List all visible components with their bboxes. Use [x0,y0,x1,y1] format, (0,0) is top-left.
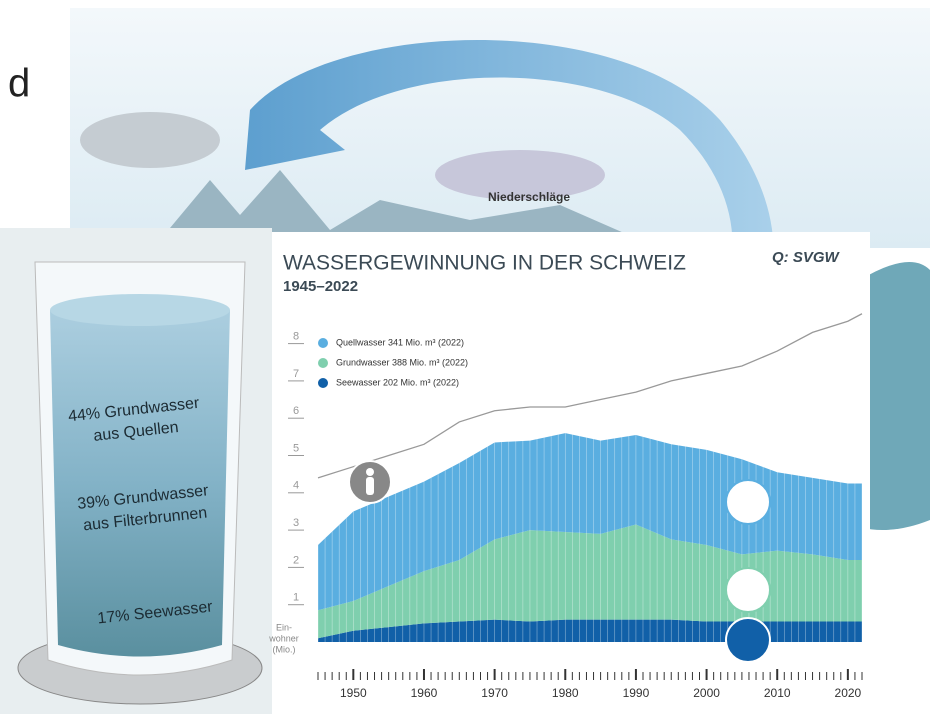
cloud [80,112,220,168]
y-tick-label: 7 [293,368,299,380]
y-tick-label: 2 [293,554,299,566]
y-axis-label: wohner [268,633,299,643]
x-tick-label: 1950 [340,686,367,700]
x-tick-label: 1990 [623,686,650,700]
chart-title: WASSERGEWINNUNG IN DER SCHWEIZ [283,252,686,275]
person-head [366,468,374,476]
source: Q: SVGW [772,249,841,266]
x-tick-label: 2000 [693,686,720,700]
lake-icon [726,618,770,662]
x-tick-label: 1970 [481,686,508,700]
x-tick-label: 1960 [411,686,438,700]
spring-icon [726,480,770,524]
y-tick-label: 1 [293,592,299,604]
chart-subtitle: 1945–2022 [283,278,358,295]
legend-label: Seewasser 202 Mio. m³ (2022) [336,377,459,387]
slide: d Niederschläge 44% Grundwasseraus Quell… [0,0,930,714]
legend-marker [318,378,328,388]
y-tick-label: 3 [293,517,299,529]
y-axis-label: Ein- [276,622,292,632]
slide-text: d [8,62,30,106]
y-axis-label: (Mio.) [273,644,296,654]
person-body [366,477,374,495]
legend-marker [318,338,328,348]
legend-label: Grundwasser 388 Mio. m³ (2022) [336,357,468,367]
y-tick-label: 5 [293,442,299,454]
y-tick-label: 6 [293,405,299,417]
x-tick-label: 2020 [835,686,862,700]
illustration-label: Niederschläge [488,190,570,204]
x-tick-label: 2010 [764,686,791,700]
y-tick-label: 4 [293,480,299,492]
x-tick-label: 1980 [552,686,579,700]
y-tick-label: 8 [293,331,299,343]
legend-label: Quellwasser 341 Mio. m³ (2022) [336,337,464,347]
water-surface [50,294,230,326]
well-icon [726,568,770,612]
legend-marker [318,358,328,368]
